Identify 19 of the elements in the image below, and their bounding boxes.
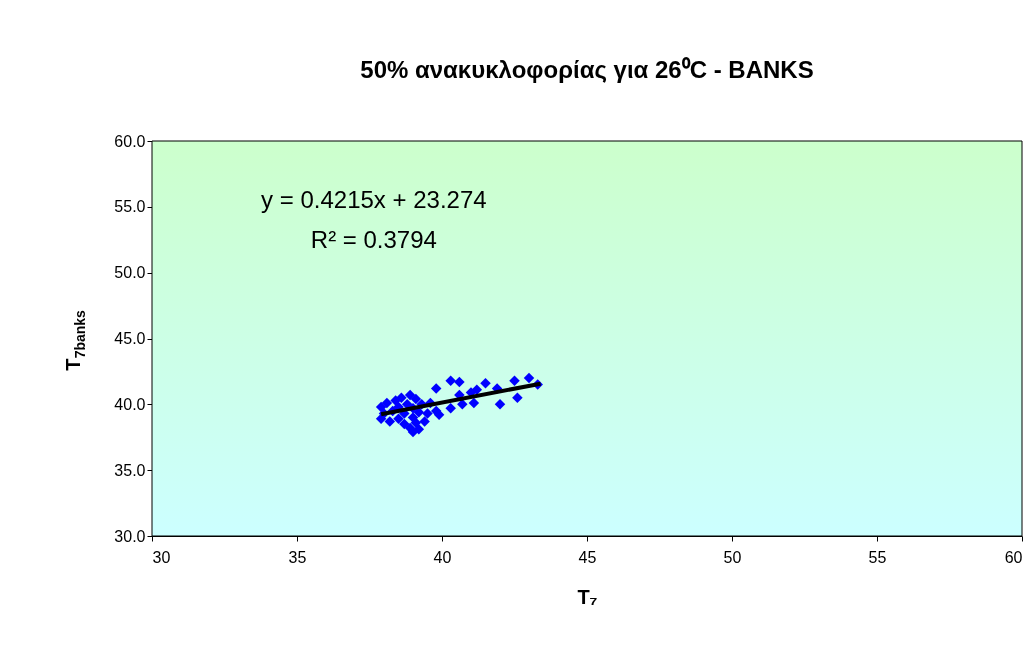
y-tick-label: 35.0 [114,461,146,479]
chart-title: 50% ανακυκλοφορίας για 26⁰C - BANKS [360,56,814,83]
annotation: y = 0.4215x + 23.274 [261,186,487,213]
x-tick-label: 30 [152,548,171,566]
x-tick-label: 45 [578,548,597,566]
x-tick-label: 40 [433,548,452,566]
y-tick-label: 45.0 [114,330,146,347]
y-tick-label: 50.0 [114,264,146,282]
x-tick-label: 55 [868,548,887,566]
x-tick-label: 60 [1004,548,1023,566]
y-tick-label: 30.0 [114,527,146,545]
x-tick-label: 50 [723,548,742,566]
y-tick-label: 40.0 [114,395,146,413]
annotation: R² = 0.3794 [310,226,437,253]
x-axis-title: T₇ [577,585,598,608]
y-tick-label: 60.0 [114,132,146,150]
x-tick-label: 35 [288,548,307,566]
y-axis-title: T7banks [62,309,88,371]
y-tick-label: 55.0 [114,198,146,216]
